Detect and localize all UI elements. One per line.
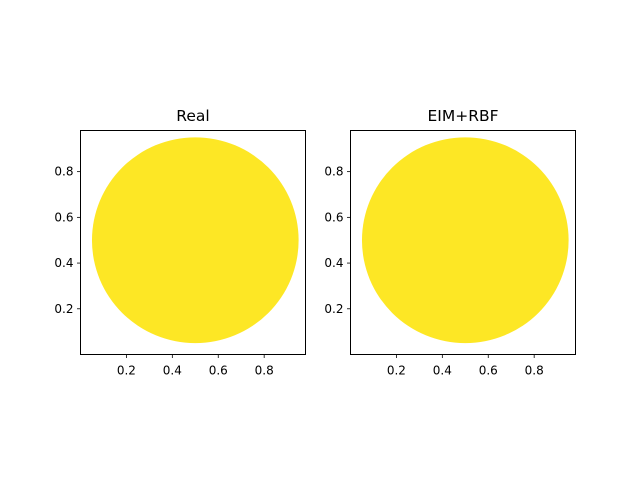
y-tick-label: 0.6: [324, 210, 343, 224]
x-axis-real: 0.2 0.4 0.6 0.8: [117, 354, 274, 378]
x-tick-label: 0.2: [387, 364, 406, 378]
panel-title-real: Real: [176, 107, 209, 125]
axes-frame-real: [80, 130, 306, 355]
axes-frame-eim-rbf: [350, 130, 576, 355]
x-tick-label: 0.6: [209, 364, 228, 378]
panel-title-eim-rbf: EIM+RBF: [427, 107, 498, 125]
y-axis-eim-rbf: 0.2 0.4 0.6 0.8: [324, 165, 351, 316]
y-tick-label: 0.8: [54, 165, 73, 179]
x-tick-label: 0.4: [433, 364, 452, 378]
panel-eim-rbf: EIM+RBF 0.2 0.4 0.6 0.8 0.2 0.4 0.6 0.8: [324, 107, 576, 378]
y-axis-real: 0.2 0.4 0.6 0.8: [54, 165, 81, 316]
x-tick-label: 0.8: [255, 364, 274, 378]
x-axis-eim-rbf: 0.2 0.4 0.6 0.8: [387, 354, 544, 378]
panel-real: Real 0.2 0.4 0.6 0.8 0.2 0.4 0.6 0.8: [54, 107, 306, 378]
disk-region-real: [91, 137, 299, 344]
y-tick-label: 0.8: [324, 165, 343, 179]
y-tick-label: 0.4: [54, 256, 73, 270]
disk-region-eim-rbf: [361, 137, 569, 344]
y-tick-label: 0.2: [324, 302, 343, 316]
x-tick-label: 0.6: [479, 364, 498, 378]
x-tick-label: 0.4: [163, 364, 182, 378]
y-tick-label: 0.4: [324, 256, 343, 270]
y-tick-label: 0.6: [54, 210, 73, 224]
y-tick-label: 0.2: [54, 302, 73, 316]
panel-eim-rbf-marks: [361, 137, 569, 344]
x-tick-label: 0.2: [117, 364, 136, 378]
x-tick-label: 0.8: [525, 364, 544, 378]
panel-real-marks: [91, 137, 299, 344]
